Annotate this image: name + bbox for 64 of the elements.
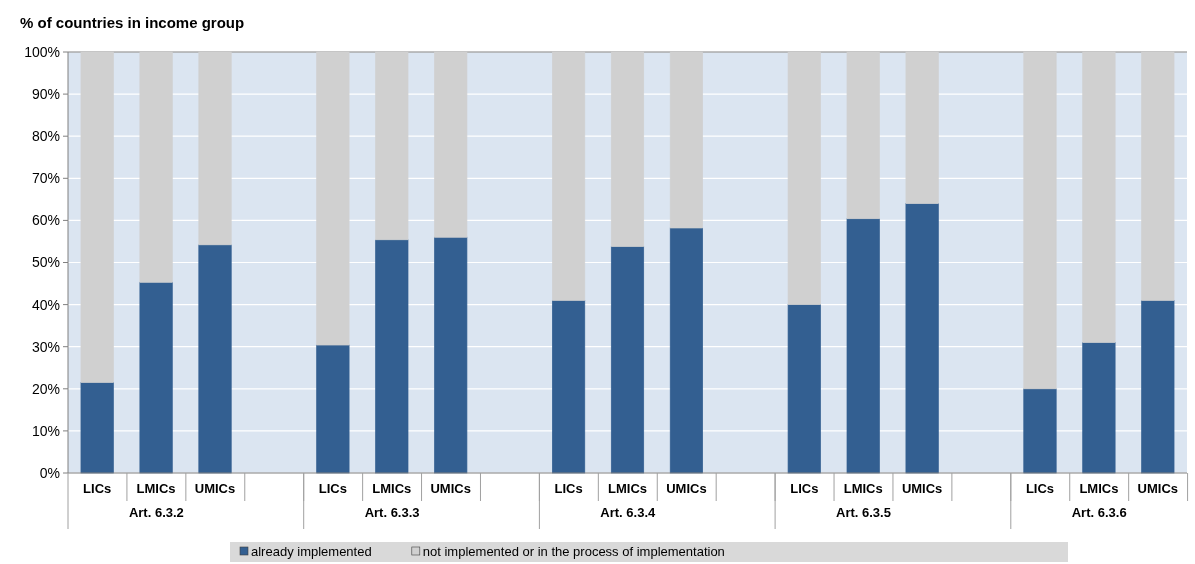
legend-label: already implemented [251,544,372,559]
bar [846,218,880,474]
chart-title: % of countries in income group [20,14,245,31]
bar [316,344,350,474]
bar [669,227,703,474]
text: Art. 6.3.2 [128,505,184,520]
x-tick-label: UMICs [1137,481,1179,496]
x-tick-label: LICs [318,481,347,496]
x-tick-label: UMICs [666,481,707,496]
bar [139,281,173,474]
x-tick-label: LICs [83,481,112,496]
x-tick-label: LMICs [608,481,647,496]
bar [434,51,468,238]
y-tick-label: 80% [31,128,60,145]
y-tick-label: 10% [31,422,60,439]
bar [375,239,409,474]
bar [198,244,232,474]
y-tick-label: 100% [24,43,60,60]
bar [198,51,232,246]
bar [434,236,468,474]
x-tick-label: LICs [790,481,819,496]
y-tick-label: 90% [31,86,60,102]
bar [905,51,939,204]
x-tick-label: UMICs [430,481,471,496]
bar [1141,300,1175,474]
bar [552,51,586,301]
y-tick-label: 50% [31,254,60,271]
bar [80,51,114,383]
y-tick-label: 30% [31,338,60,355]
text: Art. 6.3.6 [1071,505,1127,520]
y-tick-label: 20% [31,380,60,397]
x-tick-label: LMICs [1079,481,1119,496]
bar [375,51,409,241]
text: Art. 6.3.5 [836,505,891,520]
bar [1023,388,1057,474]
bar [139,51,173,283]
x-tick-label: UMICs [901,481,943,496]
x-tick-label: UMICs [194,481,236,496]
x-tick-label: LICs [1025,481,1055,496]
y-tick-label: 40% [31,296,60,313]
bar [905,203,939,474]
bar [669,51,703,229]
bar [80,382,114,474]
bar [1141,51,1175,301]
y-tick-label: 0% [39,464,60,481]
bar [1082,342,1116,474]
y-tick-label: 70% [31,170,60,187]
bar [552,300,586,474]
bar [610,51,645,247]
legend-label: not implemented or in the process of implementation [422,544,725,559]
x-tick-label: LICs [554,481,583,496]
bar [316,51,350,346]
bar [610,246,645,474]
x-tick-label: LMICs [843,481,883,496]
text: Art. 6.3.4 [600,505,657,520]
x-tick-label: LMICs [372,481,412,496]
bar [1023,51,1057,390]
x-tick-label: LMICs [136,481,176,496]
y-tick-label: 60% [31,212,60,229]
bar [787,51,821,305]
text: Art. 6.3.3 [364,505,420,520]
bar [787,304,821,474]
bar [846,51,880,220]
bar [1082,51,1116,343]
